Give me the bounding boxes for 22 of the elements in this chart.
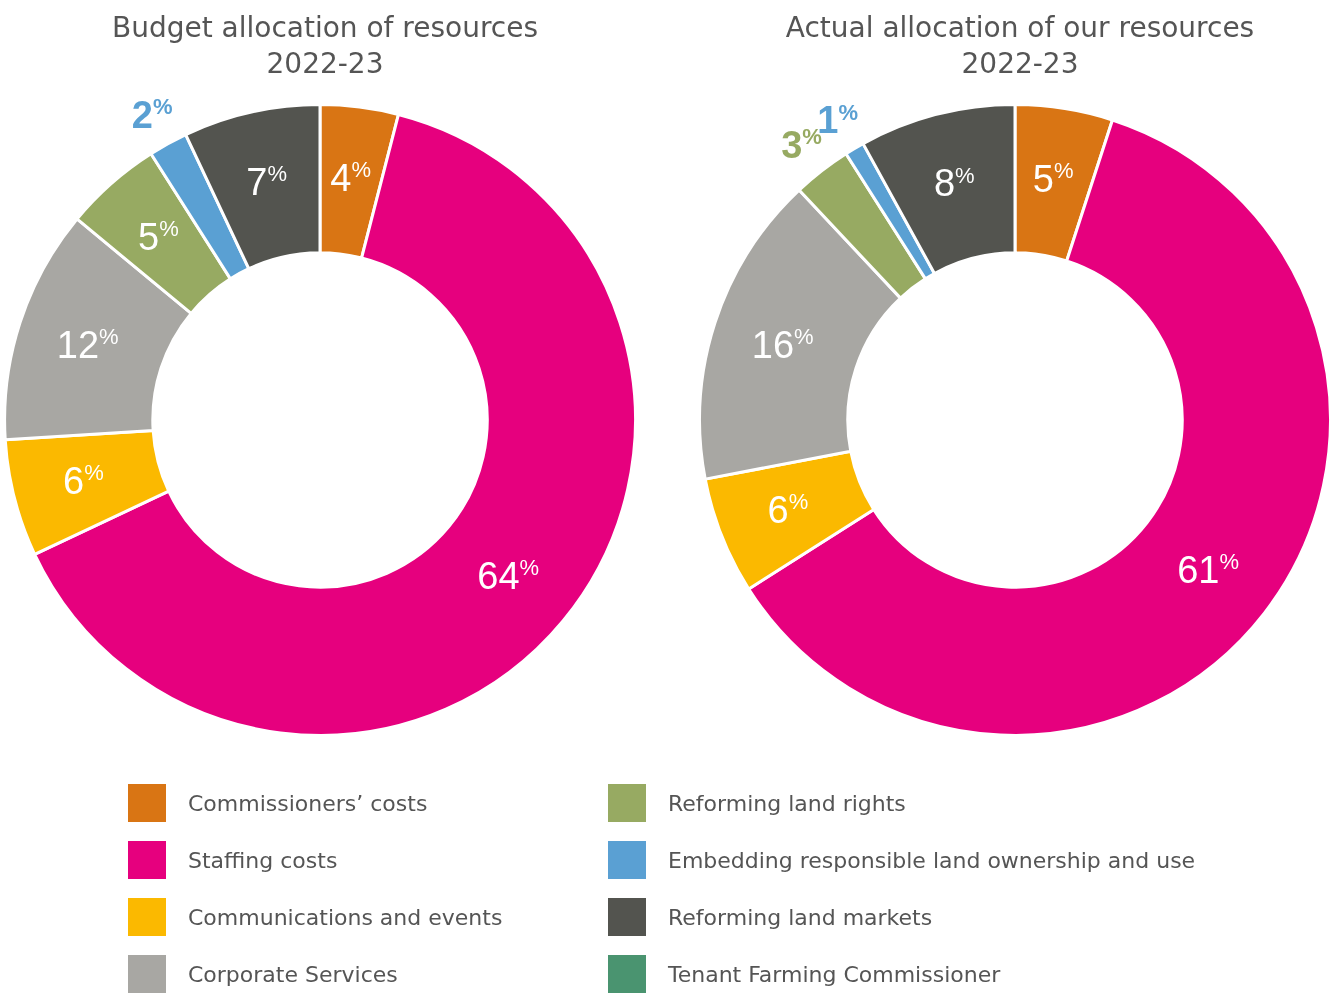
legend-label: Reforming land markets [668,904,933,930]
legend-label: Tenant Farming Commissioner [668,961,1001,987]
data-label: 5% [1032,157,1074,200]
slice-label: Actual allocation of our resources 2022-23 [785,10,1255,80]
data-label: 12% [56,323,119,366]
data-label: 7% [246,160,288,203]
data-label: 2% [131,93,173,136]
legend-label: Reforming land rights [668,790,906,816]
slice-label: Budget allocation of resources 2022-23 [111,10,539,80]
data-label: 64% [477,554,540,597]
data-label: 5% [138,215,179,258]
data-label: 6% [63,459,104,502]
legend-label: Communications and events [188,904,503,930]
data-label: 61% [1177,548,1239,591]
legend-label: Staffing costs [188,847,338,873]
data-label: 4% [330,156,371,199]
legend-label: Corporate Services [188,961,398,987]
data-label: 8% [933,162,975,205]
legend-label: Embedding responsible land ownership and use [668,847,1196,873]
data-label: 16% [751,323,814,366]
legend-label: Commissioners’ costs [188,790,428,816]
data-label: 6% [767,488,809,531]
